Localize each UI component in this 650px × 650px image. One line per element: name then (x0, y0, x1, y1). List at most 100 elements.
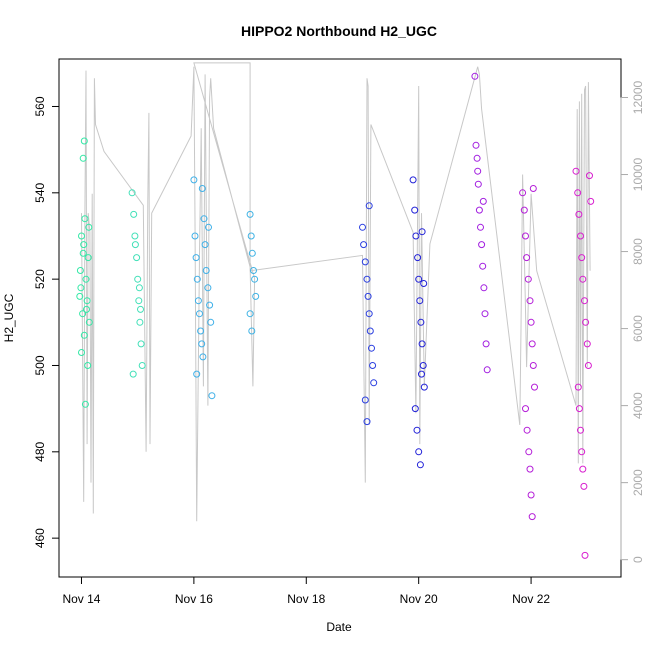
y2-tick-label: 0 (631, 556, 645, 563)
data-point (420, 383, 428, 391)
data-point (78, 232, 85, 240)
data-point (477, 223, 484, 231)
data-point (133, 254, 141, 262)
data-point (524, 275, 532, 283)
data-point (473, 154, 481, 162)
data-point (194, 297, 202, 305)
data-point (79, 249, 87, 257)
data-point (531, 383, 538, 391)
y2-tick-label: 4000 (631, 392, 645, 419)
data-point (472, 141, 480, 149)
data-point (205, 223, 212, 231)
data-point (574, 383, 582, 391)
data-point (527, 491, 535, 499)
data-point (131, 232, 139, 240)
data-point (529, 185, 537, 192)
data-point (411, 405, 419, 413)
data-point (190, 176, 198, 184)
data-point (482, 340, 490, 348)
data-point (481, 310, 489, 318)
data-point (587, 197, 595, 205)
data-point (84, 254, 92, 262)
series-0 (76, 137, 93, 408)
data-point (478, 241, 486, 249)
data-point (248, 249, 256, 257)
x-tick-label: Nov 14 (62, 592, 100, 606)
data-point (80, 137, 88, 145)
y2-tick-label: 12000 (631, 81, 645, 115)
secondary-y-axis: 0 2000 4000 6000 8000 10000 12000 (620, 81, 645, 563)
data-point (483, 366, 491, 374)
data-point (525, 448, 533, 456)
data-point (134, 275, 142, 283)
data-point (250, 267, 257, 274)
data-point (83, 305, 90, 313)
data-point (579, 275, 587, 283)
data-point (572, 167, 580, 175)
data-point (76, 267, 84, 274)
data-point (522, 232, 529, 240)
data-point (520, 206, 528, 214)
data-point (364, 292, 372, 300)
data-point (192, 254, 200, 262)
data-point (580, 482, 588, 490)
data-point (369, 362, 377, 369)
y-tick-label: 500 (33, 355, 47, 375)
data-point (577, 232, 584, 240)
data-point (247, 232, 255, 240)
data-point (206, 301, 214, 309)
series-1 (128, 189, 146, 378)
data-point (130, 210, 138, 218)
data-point (416, 297, 424, 305)
data-point (251, 275, 259, 283)
y-tick-label: 520 (33, 269, 47, 289)
data-point (365, 202, 373, 210)
data-point (414, 254, 422, 262)
series-2 (190, 176, 216, 400)
data-point (207, 318, 215, 326)
data-point (136, 318, 144, 326)
y-tick-label: 540 (33, 182, 47, 202)
data-point (76, 292, 84, 300)
data-point (575, 210, 583, 218)
data-point (246, 310, 254, 318)
data-point (78, 349, 85, 356)
y2-tick-label: 8000 (631, 238, 645, 265)
data-point (191, 232, 199, 240)
data-point (413, 426, 421, 434)
data-point (417, 318, 425, 326)
data-point (359, 223, 366, 231)
data-point (128, 189, 136, 197)
series-7 (519, 185, 538, 521)
series-3 (246, 210, 260, 335)
data-point (370, 379, 378, 387)
data-point (79, 154, 87, 162)
data-point (411, 206, 419, 214)
data-point (526, 465, 534, 473)
data-point (578, 448, 586, 456)
data-point (574, 189, 582, 197)
plot-frame (58, 58, 622, 578)
series-8 (572, 167, 595, 559)
data-point (360, 241, 368, 249)
data-point (138, 362, 146, 369)
y2-tick-label: 6000 (631, 315, 645, 342)
data-point (83, 297, 91, 305)
data-point (193, 275, 201, 283)
data-point (201, 241, 209, 249)
data-point (363, 418, 371, 426)
data-point (79, 310, 87, 318)
data-point (80, 331, 88, 339)
data-point (528, 340, 536, 348)
data-point (416, 461, 424, 469)
data-point (575, 405, 583, 413)
data-point (81, 215, 89, 223)
data-point (197, 327, 205, 335)
data-point (415, 275, 423, 283)
data-point (129, 370, 137, 378)
altitude-line (81, 62, 591, 522)
y-tick-label: 460 (33, 528, 47, 548)
data-point (581, 297, 588, 305)
data-point (578, 254, 586, 262)
data-point (529, 362, 537, 369)
